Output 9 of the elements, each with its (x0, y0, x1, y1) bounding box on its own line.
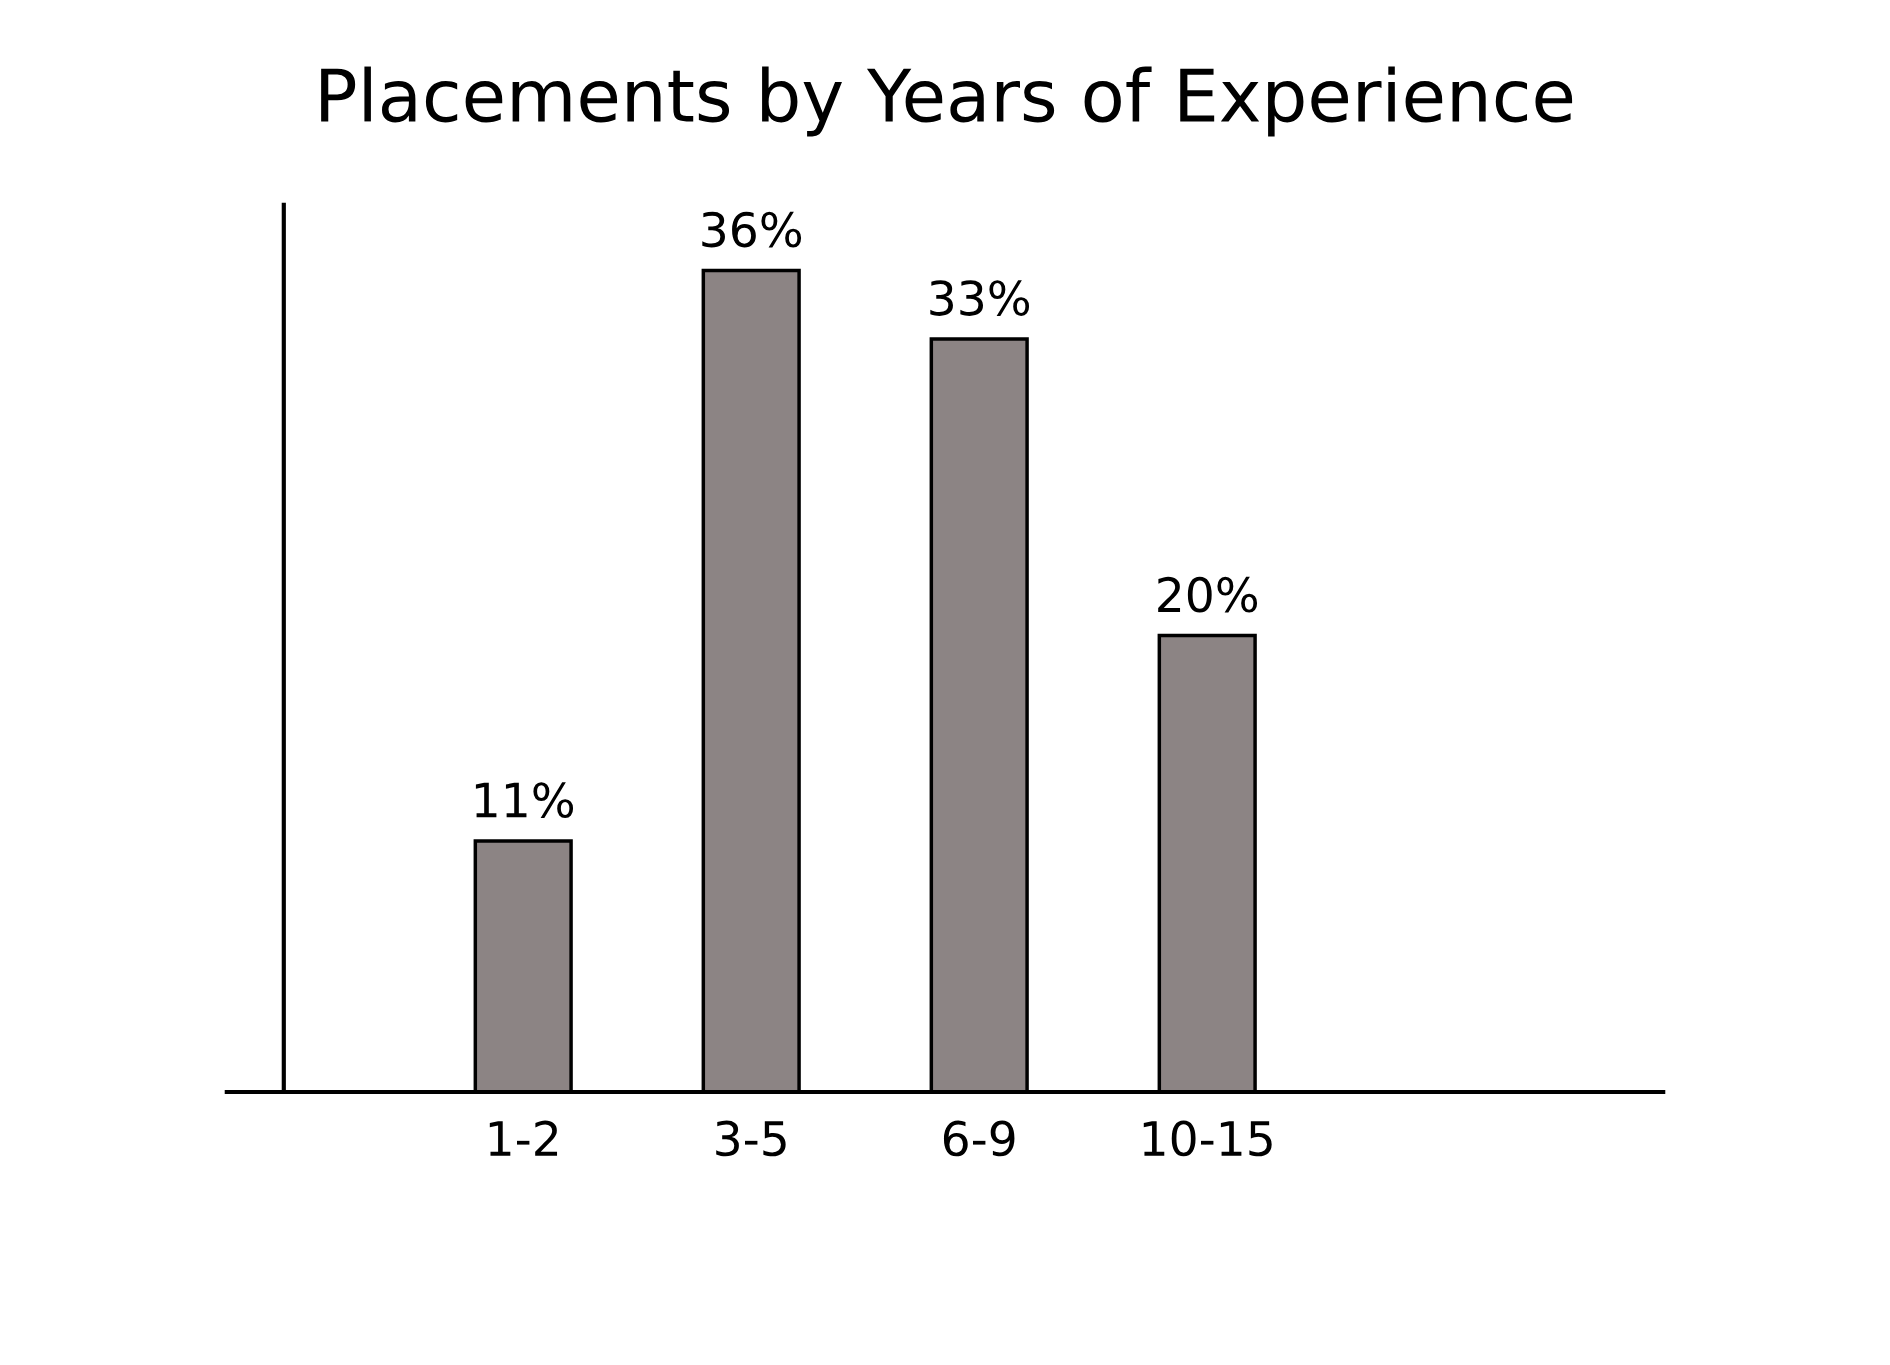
x-tick-label: 6-9 (943, 1120, 1015, 1157)
x-tick-label: 1-2 (489, 1120, 558, 1156)
x-tick-label: 3-5 (716, 1120, 786, 1157)
chart-title: Placements by Years of Experience (321, 66, 1573, 137)
data-label: 11% (475, 782, 574, 818)
data-label: 33% (930, 280, 1030, 316)
data-label: 20% (1158, 576, 1258, 613)
x-tick-label: 10-15 (1143, 1120, 1272, 1157)
data-label: 36% (702, 211, 802, 248)
